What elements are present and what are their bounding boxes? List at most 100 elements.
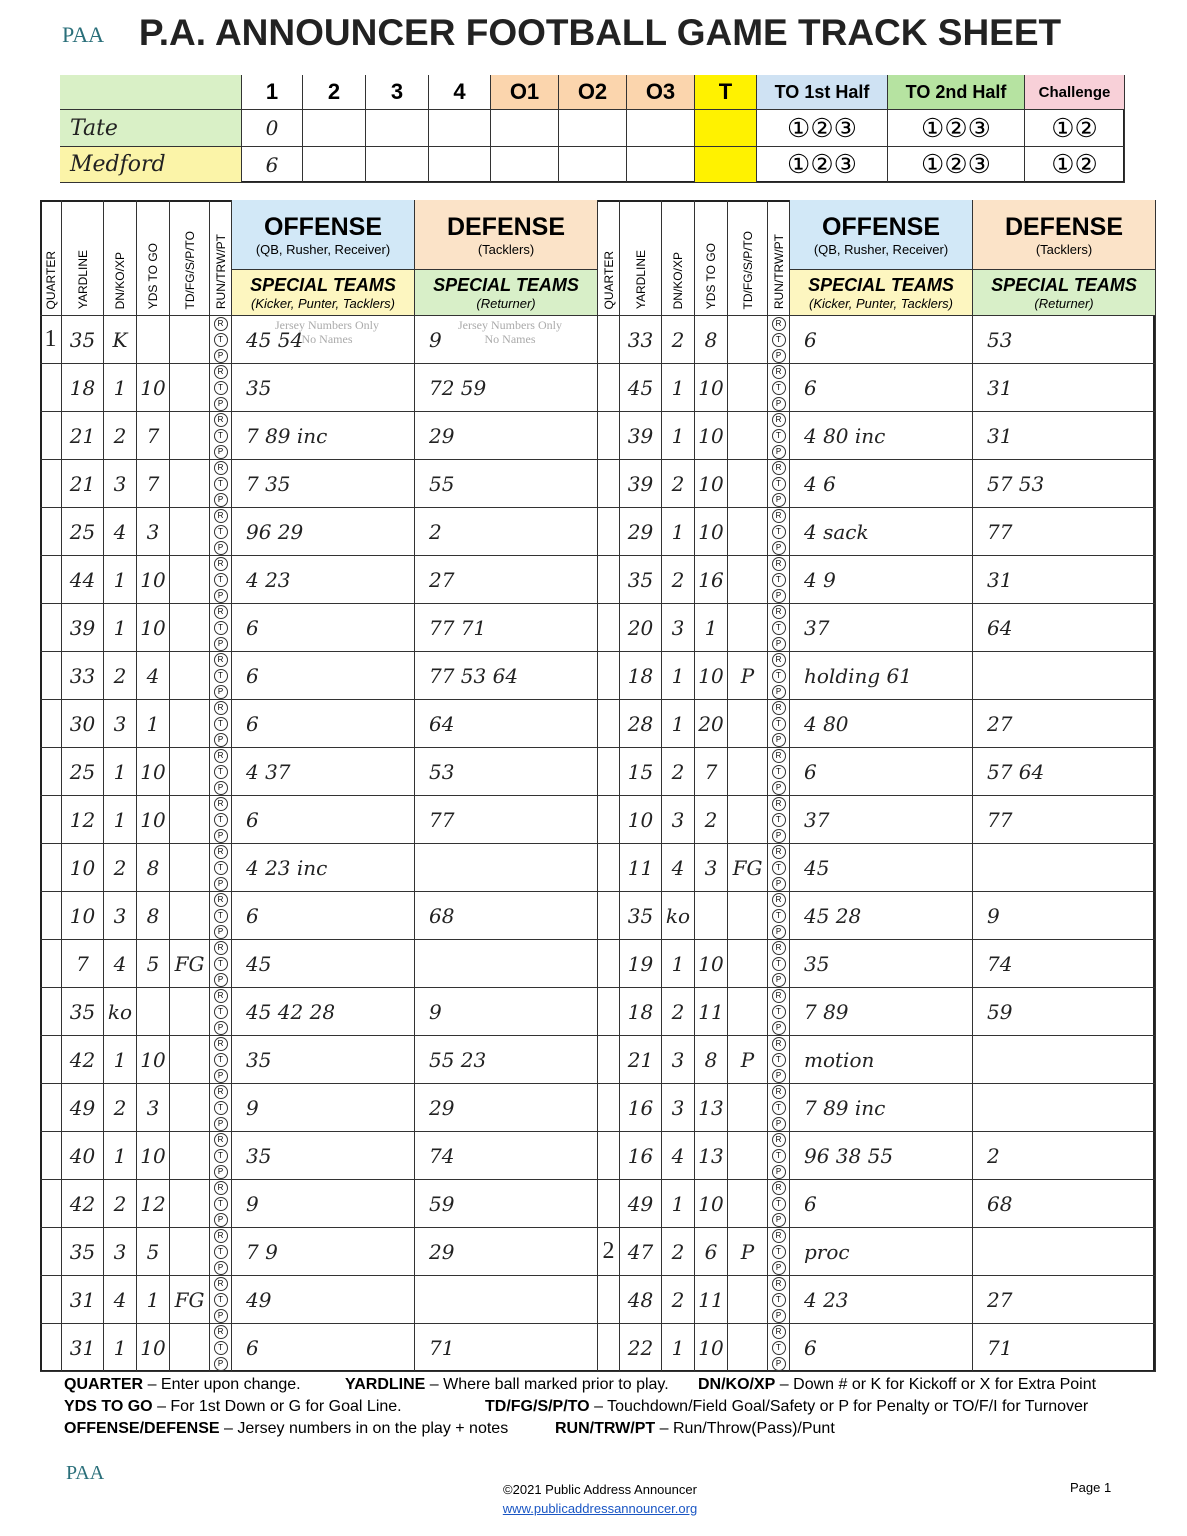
play-type-mark: R	[213, 1228, 228, 1243]
play-cell: 2	[662, 1228, 695, 1276]
play-cell: 1	[104, 1036, 137, 1084]
offense-cell: 37	[790, 604, 973, 652]
offense-cell: 6	[790, 748, 973, 796]
legend-desc: – For 1st Down or G for Goal Line.	[157, 1398, 402, 1415]
play-type-mark: T	[771, 1148, 786, 1163]
play-type-mark: P	[213, 1020, 228, 1035]
play-type-mark: R	[771, 508, 786, 523]
play-type-mark: R	[771, 796, 786, 811]
offense-cell: 35	[790, 940, 973, 988]
offense-header-sub: (QB, Rusher, Receiver)	[813, 241, 949, 257]
play-cell: 2	[662, 748, 695, 796]
play-type-mark: P	[213, 1356, 228, 1371]
play-cell: 1	[662, 700, 695, 748]
legend-term: YARDLINE	[345, 1376, 426, 1393]
play-cell: 13	[695, 1084, 728, 1132]
play-type-mark: R	[213, 700, 228, 715]
column-header-text: QUARTER	[43, 250, 58, 309]
special-teams-header: SPECIAL TEAMS (Returner)	[973, 270, 1156, 316]
play-cell	[40, 1084, 62, 1132]
play-cell	[40, 1276, 62, 1324]
play-type-mark: T	[771, 524, 786, 539]
play-type-mark: P	[771, 444, 786, 459]
play-type-mark: P	[771, 492, 786, 507]
play-cell	[728, 316, 768, 364]
play-cell: 40	[62, 1132, 104, 1180]
play-cell: ko	[662, 892, 695, 940]
play-type-mark: P	[771, 540, 786, 555]
score-column-header: T	[695, 75, 757, 110]
offense-cell: 35	[232, 1132, 415, 1180]
play-cell	[40, 748, 62, 796]
play-cell	[598, 1276, 620, 1324]
team-score	[627, 147, 695, 183]
offense-cell: 49	[232, 1276, 415, 1324]
play-type-mark: R	[213, 652, 228, 667]
play-type-mark: T	[213, 1148, 228, 1163]
offense-cell: 7 89	[790, 988, 973, 1036]
play-type-mark: P	[771, 876, 786, 891]
play-type-mark: T	[771, 716, 786, 731]
play-cell: 1	[104, 796, 137, 844]
play-cell	[728, 364, 768, 412]
play-type-mark: P	[213, 348, 228, 363]
play-cell: 1	[662, 1180, 695, 1228]
play-cell: 28	[620, 700, 662, 748]
website: www.publicaddressannouncer.org	[502, 1501, 698, 1516]
play-type-mark: R	[213, 316, 228, 331]
play-type-mark: R	[771, 748, 786, 763]
play-cell: 1	[137, 1276, 170, 1324]
placeholder-line: Jersey Numbers Only	[458, 318, 562, 332]
play-type-mark: R	[771, 1276, 786, 1291]
score-column-header: O3	[627, 75, 695, 110]
defense-cell	[415, 940, 598, 988]
play-cell: 30	[62, 700, 104, 748]
play-type-mark: P	[771, 636, 786, 651]
play-cell	[170, 700, 210, 748]
play-cell: P	[728, 1228, 768, 1276]
score-column-header: O1	[491, 75, 559, 110]
play-cell: 4	[104, 1276, 137, 1324]
play-cell: 7	[137, 460, 170, 508]
play-type-mark: P	[771, 684, 786, 699]
offense-cell: 35	[232, 364, 415, 412]
play-type-mark: R	[213, 364, 228, 379]
team-score	[695, 147, 757, 183]
play-cell: 4	[662, 1132, 695, 1180]
defense-cell: 71	[973, 1324, 1156, 1372]
score-column-header: TO 2nd Half	[888, 75, 1025, 110]
play-cell: 10	[62, 892, 104, 940]
play-cell: 10	[137, 748, 170, 796]
offense-cell: 37	[790, 796, 973, 844]
play-cell	[598, 1180, 620, 1228]
play-type-mark: T	[213, 476, 228, 491]
offense-header: OFFENSE (QB, Rusher, Receiver)	[232, 200, 415, 270]
footer-logo: PAA	[66, 1462, 105, 1484]
play-cell: 21	[62, 460, 104, 508]
play-type-mark: P	[213, 1116, 228, 1131]
offense-cell: 9	[232, 1180, 415, 1228]
play-type-mark: T	[213, 572, 228, 587]
play-cell	[170, 1084, 210, 1132]
play-cell: 29	[620, 508, 662, 556]
title: P.A. ANNOUNCER FOOTBALL GAME TRACK SHEET	[138, 12, 1062, 53]
defense-cell	[973, 844, 1156, 892]
play-cell: 1	[104, 556, 137, 604]
defense-cell: 77	[415, 796, 598, 844]
column-header-text: RUN/TRW/PT	[213, 233, 228, 309]
play-cell: 11	[620, 844, 662, 892]
offense-cell: 4 23	[232, 556, 415, 604]
play-cell	[170, 892, 210, 940]
logo: PAA	[62, 22, 104, 47]
play-cell: 10	[137, 796, 170, 844]
play-cell: 31	[62, 1276, 104, 1324]
play-type-mark: T	[213, 812, 228, 827]
play-type-mark: T	[771, 812, 786, 827]
play-cell: FG	[170, 940, 210, 988]
play-cell	[170, 1036, 210, 1084]
